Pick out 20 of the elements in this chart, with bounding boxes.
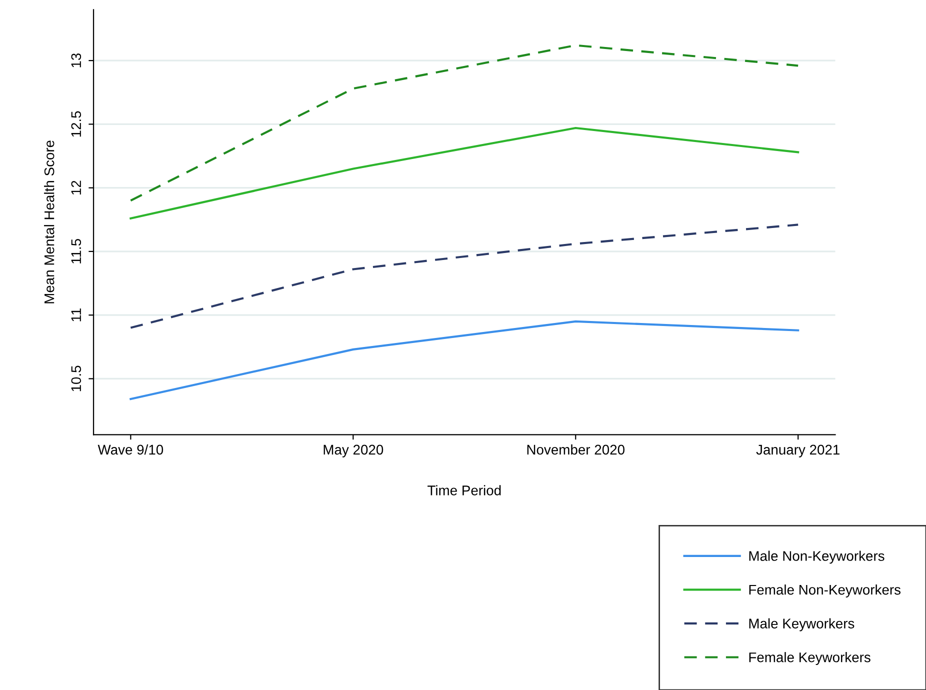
y-axis-title: Mean Mental Health Score (44, 140, 54, 304)
x-axis-title: Time Period (428, 485, 501, 496)
y-tick-label: 11.5 (71, 239, 82, 264)
legend-label: Male Non-Keyworkers (749, 550, 884, 564)
line-series (130, 224, 800, 329)
x-tick-label: January 2021 (756, 444, 840, 458)
y-tick-label: 10.5 (71, 366, 82, 392)
line-series (130, 44, 800, 202)
x-tick-label: November 2020 (527, 444, 624, 455)
y-tick-label: 11 (71, 308, 81, 322)
y-tick-label: 12 (71, 180, 81, 194)
x-tick-label: Wave 9/10 (98, 444, 164, 455)
legend-label: Male Keyworkers (749, 618, 854, 632)
y-tick-label: 13 (71, 53, 82, 68)
x-tick-label: May 2020 (324, 444, 384, 458)
legend-label: Female Non-Keyworkers (749, 584, 901, 598)
legend-label: Female Keyworkers (749, 652, 870, 665)
line-series (130, 126, 800, 220)
y-tick-label: 12.5 (71, 111, 82, 137)
line-series (130, 320, 800, 400)
